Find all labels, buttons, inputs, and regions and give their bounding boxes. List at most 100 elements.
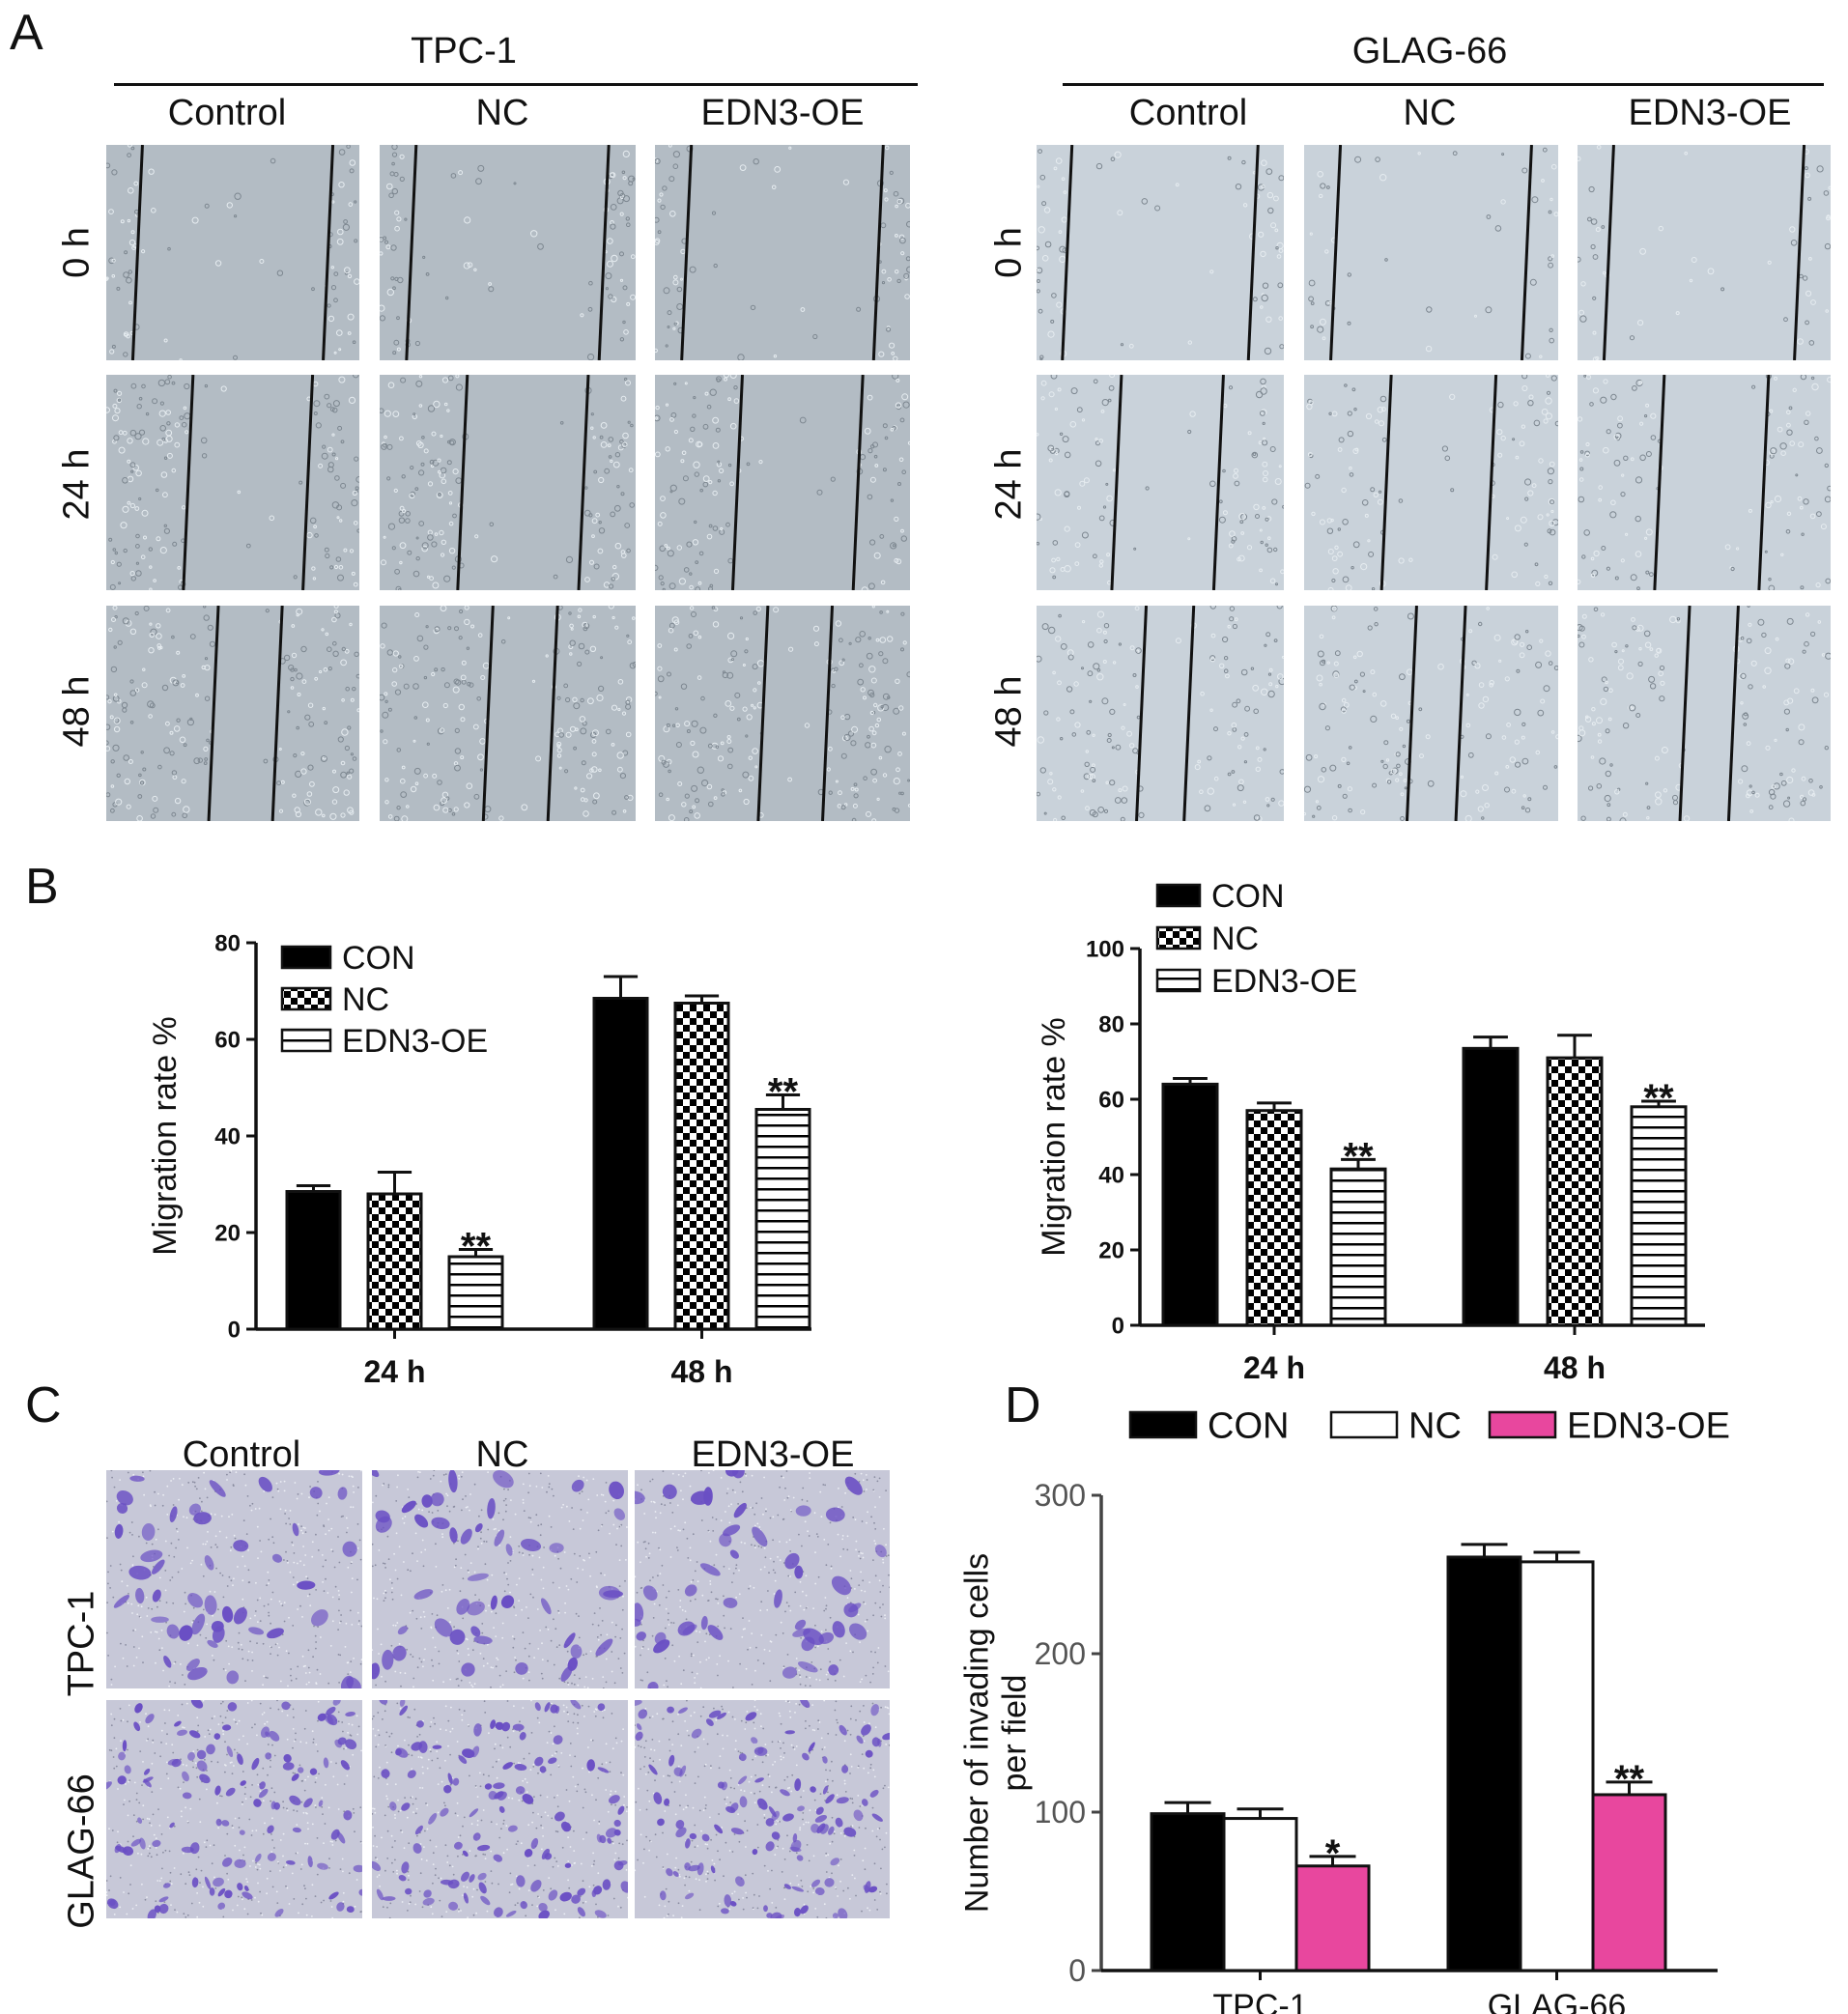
micrograph-tpc1-edn3-0h	[655, 145, 910, 360]
b1-significance: **	[768, 1071, 799, 1114]
d-bar-edn3-oe	[1294, 1864, 1371, 1972]
d-bar-nc	[1519, 1560, 1595, 1972]
b2-y-tick-label: 60	[1098, 1087, 1124, 1113]
transwell-tpc1-nc	[372, 1470, 628, 1688]
b1-legend-label: EDN3-OE	[342, 1023, 488, 1060]
micrograph-glag66-edn3-48h	[1578, 606, 1831, 821]
b2-y-tick-label: 80	[1098, 1011, 1124, 1037]
b1-y-tick-label: 0	[228, 1317, 241, 1343]
transwell-tpc1-edn3	[635, 1470, 890, 1688]
b1-bar-nc	[673, 1002, 730, 1331]
panel-a-group-glag66: GLAG-66	[1351, 31, 1508, 71]
d-legend-swatch	[1329, 1410, 1399, 1439]
b1-y-axis-label: Migration rate %	[147, 1016, 184, 1256]
panel-a-letter: A	[10, 5, 43, 61]
panel-a-col-edn3-tpc1: EDN3-OE	[700, 93, 865, 133]
b2-legend-label: CON	[1211, 878, 1285, 915]
panel-a-col-control-tpc1: Control	[167, 93, 287, 133]
panel-d-letter: D	[1005, 1377, 1041, 1433]
b1-bar-nc	[366, 1192, 423, 1331]
d-significance: **	[1614, 1758, 1645, 1801]
b2-y-axis-label: Migration rate %	[1036, 1017, 1072, 1257]
panel-a-row-48h-right: 48 h	[988, 675, 1030, 748]
panel-a-group-tpc1-line	[114, 83, 918, 86]
d-legend-label: EDN3-OE	[1567, 1406, 1730, 1447]
panel-c-row-glag66: GLAG-66	[61, 1773, 102, 1929]
b1-bar-edn3-oe	[447, 1255, 504, 1331]
micrograph-tpc1-edn3-24h	[655, 375, 910, 590]
b1-legend-label: NC	[342, 981, 389, 1018]
d-y-tick-label: 100	[1035, 1795, 1086, 1830]
panel-c-col-nc: NC	[475, 1434, 529, 1475]
panel-a-row-0h-right: 0 h	[988, 227, 1030, 278]
b2-bar-nc	[1546, 1056, 1604, 1327]
d-legend-swatch	[1128, 1410, 1198, 1439]
panel-a-col-nc-glag66: NC	[1403, 93, 1457, 133]
panel-a-col-control-glag66: Control	[1128, 93, 1248, 133]
d-legend-swatch	[1488, 1410, 1557, 1439]
d-y-tick-label: 200	[1035, 1636, 1086, 1671]
b1-legend-swatch	[280, 1028, 332, 1053]
micrograph-tpc1-nc-48h	[380, 606, 636, 821]
transwell-glag66-control	[106, 1700, 362, 1918]
b2-y-tick-label: 100	[1086, 936, 1124, 962]
d-bar-con	[1150, 1812, 1226, 1972]
b1-y-tick-label: 20	[214, 1220, 241, 1246]
panel-c-col-control: Control	[182, 1434, 301, 1475]
d-x-tick-label: TPC-1	[1212, 1988, 1307, 2014]
chart-b-right: 0 20 40 60 80 100 Migration rate % 24 h ** 48 h **…	[1036, 878, 1705, 1385]
panel-b-letter: B	[25, 859, 59, 915]
chart-d: 0 100 200 300 Number of invading cells per fi…	[958, 1406, 1730, 2014]
transwell-tpc1-control	[106, 1470, 362, 1688]
d-y-tick-label: 0	[1068, 1953, 1086, 1988]
d-y-axis-label: Number of invading cells	[958, 1553, 995, 1913]
b2-legend-label: NC	[1211, 921, 1259, 957]
b2-legend-swatch	[1155, 883, 1202, 908]
panel-a-row-24h-left: 24 h	[56, 448, 98, 521]
d-legend-label: NC	[1408, 1406, 1462, 1447]
panel-a-row-48h-left: 48 h	[56, 675, 98, 748]
b2-y-tick-label: 20	[1098, 1237, 1124, 1263]
d-bar-con	[1446, 1555, 1522, 1972]
b2-legend-label: EDN3-OE	[1211, 963, 1357, 1000]
b1-bar-con	[285, 1190, 342, 1331]
b1-significance: **	[461, 1226, 492, 1268]
b2-legend-swatch	[1155, 968, 1202, 993]
panel-a-row-0h-left: 0 h	[56, 227, 98, 278]
micrograph-glag66-nc-48h	[1304, 606, 1558, 821]
b1-bar-edn3-oe	[754, 1108, 811, 1331]
micrograph-tpc1-nc-0h	[380, 145, 636, 360]
b1-y-tick-label: 60	[214, 1027, 241, 1053]
micrograph-glag66-nc-24h	[1304, 375, 1558, 590]
micrograph-tpc1-control-24h	[106, 375, 359, 590]
panel-a-row-24h-right: 24 h	[988, 448, 1030, 521]
micrograph-tpc1-nc-24h	[380, 375, 636, 590]
panel-a-col-edn3-glag66: EDN3-OE	[1628, 93, 1792, 133]
d-y-axis-label: per field	[997, 1675, 1034, 1792]
d-legend-label: CON	[1208, 1406, 1289, 1447]
d-bar-nc	[1222, 1817, 1298, 1972]
d-x-tick-label: GLAG-66	[1488, 1988, 1627, 2014]
b2-significance: **	[1343, 1135, 1374, 1177]
b1-bar-con	[592, 997, 649, 1331]
b2-x-tick-label: 48 h	[1544, 1350, 1606, 1385]
chart-b-left: 0 20 40 60 80 Migration rate % 24 h ** 48 h ** CON…	[147, 930, 811, 1389]
micrograph-tpc1-edn3-48h	[655, 606, 910, 821]
panel-c-row-tpc1: TPC-1	[61, 1590, 102, 1697]
micrograph-glag66-control-48h	[1037, 606, 1284, 821]
b2-bar-con	[1161, 1082, 1219, 1327]
b2-x-tick-label: 24 h	[1243, 1350, 1305, 1385]
b1-x-tick-label: 24 h	[363, 1354, 425, 1389]
d-bar-edn3-oe	[1591, 1793, 1667, 1972]
b1-legend-swatch	[280, 945, 332, 970]
panel-a-group-glag66-line	[1063, 83, 1824, 86]
micrograph-glag66-edn3-0h	[1578, 145, 1831, 360]
transwell-glag66-edn3	[635, 1700, 890, 1918]
micrograph-glag66-control-24h	[1037, 375, 1284, 590]
micrograph-glag66-nc-0h	[1304, 145, 1558, 360]
b1-y-tick-label: 40	[214, 1123, 241, 1149]
d-significance: *	[1325, 1832, 1341, 1875]
b2-bar-edn3-oe	[1329, 1167, 1387, 1327]
b2-legend-swatch	[1155, 925, 1202, 950]
b2-bar-con	[1462, 1046, 1520, 1327]
